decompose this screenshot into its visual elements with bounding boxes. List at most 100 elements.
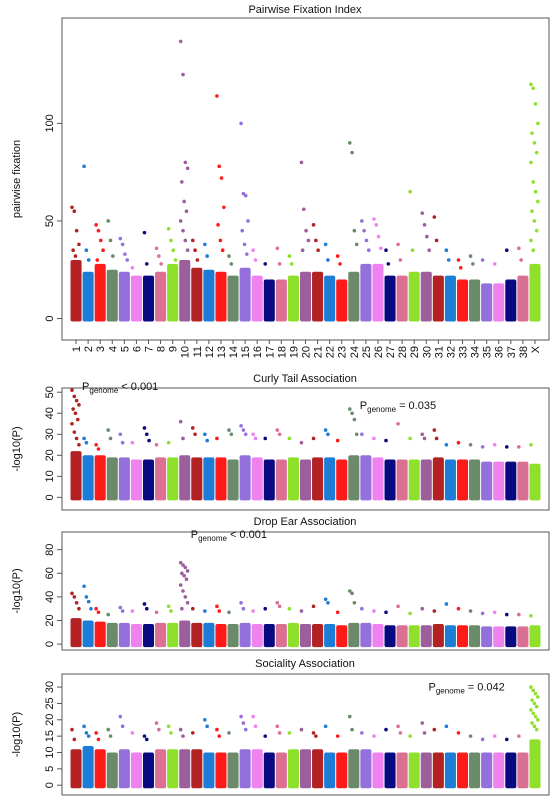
snp-point bbox=[408, 611, 412, 616]
snp-band bbox=[456, 459, 469, 501]
snp-point bbox=[181, 72, 185, 77]
snp-point bbox=[352, 417, 357, 422]
snp-point bbox=[108, 238, 113, 243]
snp-point bbox=[444, 602, 449, 606]
snp-point bbox=[94, 606, 98, 611]
y-tick-label: 60 bbox=[44, 567, 56, 579]
snp-point bbox=[517, 445, 521, 449]
snp-band bbox=[239, 267, 251, 322]
snp-point bbox=[289, 262, 294, 266]
snp-point bbox=[120, 724, 125, 729]
y-tick-label: 30 bbox=[44, 681, 56, 693]
snp-point bbox=[120, 440, 125, 445]
snp-band bbox=[239, 455, 251, 501]
snp-point bbox=[123, 252, 127, 256]
snp-point bbox=[306, 238, 311, 243]
snp-point bbox=[159, 262, 163, 266]
snp-point bbox=[106, 727, 111, 732]
snp-band bbox=[348, 455, 360, 501]
snp-point bbox=[326, 432, 330, 437]
snp-point bbox=[251, 248, 255, 253]
plot-frame bbox=[61, 673, 550, 796]
x-tick-label: 27 bbox=[385, 346, 397, 358]
annotation: Pgenome < 0.001 bbox=[191, 529, 267, 543]
snp-band bbox=[130, 459, 142, 501]
y-tick-label: 30 bbox=[44, 428, 56, 440]
snp-band bbox=[444, 752, 456, 789]
snp-point bbox=[434, 436, 439, 441]
snp-point bbox=[72, 737, 77, 742]
snp-point bbox=[323, 724, 328, 729]
x-tick-label: 30 bbox=[421, 346, 433, 358]
snp-point bbox=[89, 606, 93, 611]
snp-band bbox=[324, 457, 336, 501]
snp-band bbox=[360, 263, 372, 322]
snp-point bbox=[517, 246, 521, 251]
snp-point bbox=[94, 442, 98, 447]
snp-point bbox=[70, 727, 74, 732]
snp-point bbox=[532, 219, 537, 223]
snp-point bbox=[185, 248, 190, 253]
snp-point bbox=[154, 610, 159, 615]
snp-band bbox=[444, 459, 456, 501]
snp-point bbox=[84, 248, 89, 253]
snp-band bbox=[493, 461, 505, 501]
x-tick-label: 10 bbox=[180, 346, 192, 358]
snp-point bbox=[530, 698, 534, 702]
x-tick-label: 7 bbox=[144, 346, 156, 352]
snp-point bbox=[396, 604, 400, 609]
y-tick-label: 0 bbox=[44, 494, 56, 500]
snp-band bbox=[263, 624, 275, 648]
snp-point bbox=[239, 714, 243, 719]
snp-point bbox=[422, 223, 427, 227]
x-tick-label: 5 bbox=[119, 346, 131, 352]
snp-point bbox=[169, 238, 173, 243]
snp-band bbox=[106, 269, 118, 322]
snp-point bbox=[142, 426, 147, 430]
snp-band bbox=[287, 749, 299, 789]
snp-band bbox=[348, 749, 360, 789]
snp-band bbox=[312, 271, 324, 322]
snp-point bbox=[275, 246, 280, 251]
snp-point bbox=[468, 442, 473, 447]
snp-band bbox=[203, 622, 215, 648]
snp-band bbox=[324, 275, 336, 322]
snp-point bbox=[183, 160, 188, 165]
snp-band bbox=[215, 752, 227, 789]
snp-band bbox=[505, 752, 517, 789]
snp-band bbox=[179, 259, 191, 322]
snp-point bbox=[275, 724, 280, 729]
snp-band bbox=[239, 749, 251, 789]
snp-band bbox=[529, 263, 541, 322]
snp-band bbox=[130, 275, 142, 322]
snp-point bbox=[468, 254, 473, 258]
snp-point bbox=[185, 569, 190, 573]
snp-point bbox=[335, 610, 340, 615]
snp-point bbox=[408, 189, 412, 194]
y-tick-label: 10 bbox=[44, 746, 56, 758]
snp-point bbox=[229, 432, 234, 437]
y-tick-label: 40 bbox=[44, 407, 56, 419]
x-tick-label: 36 bbox=[494, 346, 506, 358]
snp-point bbox=[533, 189, 538, 194]
snp-band bbox=[505, 461, 517, 501]
snp-point bbox=[534, 704, 539, 709]
snp-point bbox=[144, 262, 149, 266]
snp-point bbox=[263, 436, 268, 441]
snp-band bbox=[408, 752, 420, 789]
snp-point bbox=[456, 731, 461, 735]
snp-point bbox=[82, 164, 86, 169]
snp-point bbox=[182, 199, 186, 204]
snp-point bbox=[251, 714, 255, 719]
snp-band bbox=[336, 752, 348, 789]
snp-point bbox=[376, 234, 381, 239]
snp-band bbox=[191, 622, 203, 648]
y-tick-label: 50 bbox=[44, 386, 56, 398]
snp-band bbox=[372, 457, 384, 501]
snp-band bbox=[106, 752, 118, 789]
snp-band bbox=[312, 457, 324, 501]
snp-band bbox=[191, 267, 203, 322]
snp-point bbox=[408, 734, 412, 738]
x-tick-label: 19 bbox=[288, 346, 300, 358]
snp-band bbox=[493, 283, 505, 322]
